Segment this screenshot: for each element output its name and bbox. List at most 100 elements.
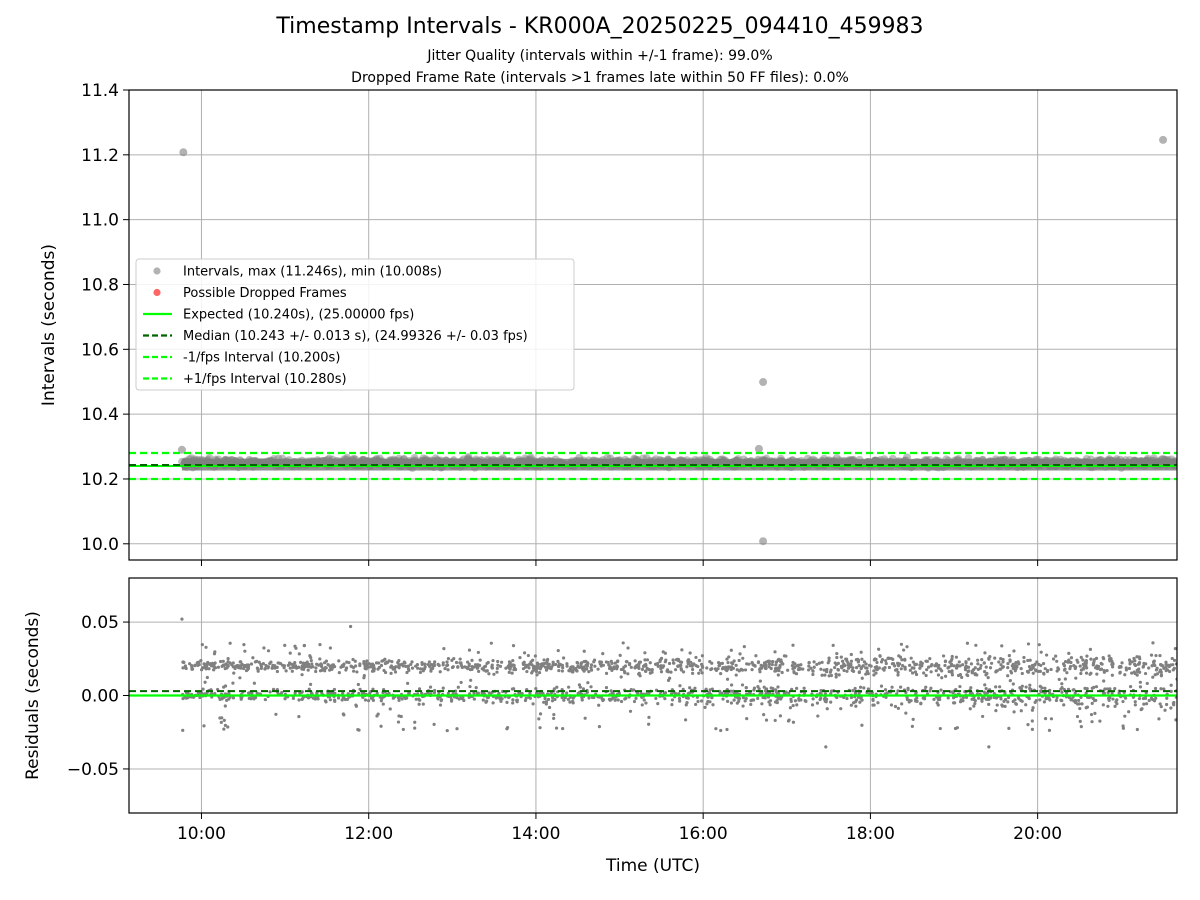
residual-point: [1115, 698, 1119, 702]
residual-point: [216, 665, 221, 669]
residual-point: [998, 685, 1002, 689]
residual-point: [1098, 719, 1102, 723]
residual-point: [546, 697, 551, 701]
residual-point: [973, 672, 978, 676]
residual-point: [565, 664, 569, 668]
residual-point: [844, 657, 848, 661]
interval-point: [650, 456, 659, 465]
residual-point: [642, 698, 646, 702]
residual-point: [1124, 666, 1128, 670]
residual-point: [1078, 664, 1082, 668]
residual-point: [936, 703, 940, 707]
interval-point: [373, 457, 382, 466]
residual-point: [872, 673, 876, 677]
residual-point: [911, 717, 915, 721]
residual-point: [1111, 661, 1115, 665]
residual-point: [506, 664, 511, 668]
x-axis-label: Time (UTC): [605, 856, 700, 876]
residual-point: [1133, 663, 1138, 668]
residual-point: [362, 659, 366, 664]
residual-point: [268, 661, 272, 666]
residual-point: [767, 665, 771, 669]
residual-point: [906, 688, 910, 692]
residual-point: [1133, 703, 1137, 707]
residual-point: [308, 654, 312, 658]
residual-point: [889, 703, 894, 707]
residual-point: [729, 701, 734, 705]
y-axis-label: Residuals (seconds): [23, 611, 43, 780]
residual-point: [1127, 710, 1131, 714]
residual-point: [761, 695, 765, 700]
residual-point: [238, 676, 242, 680]
residual-point: [1002, 699, 1006, 703]
residual-point: [1085, 654, 1089, 658]
residual-point: [355, 670, 359, 674]
residual-point: [521, 667, 526, 671]
residual-point: [947, 665, 951, 669]
residual-point: [203, 680, 207, 684]
residual-point: [619, 667, 624, 672]
residual-point: [417, 687, 422, 691]
residual-point: [427, 660, 431, 664]
residual-point: [242, 643, 246, 647]
residual-point: [1127, 658, 1132, 662]
residual-point: [1140, 707, 1144, 711]
residual-point: [339, 665, 343, 669]
residual-point: [957, 660, 961, 664]
residual-point: [257, 660, 261, 664]
residual-point: [776, 685, 780, 689]
residual-point: [714, 668, 718, 672]
residual-point: [836, 667, 840, 672]
residual-point: [1020, 699, 1024, 703]
residual-point: [1113, 687, 1117, 691]
residuals-panel: −0.05 0.00 0.05 10:00 12:00 14:00 16:00 18:00 20…: [23, 577, 1178, 876]
residual-point: [764, 663, 768, 667]
residual-point: [899, 642, 904, 646]
residual-point: [270, 665, 275, 669]
residual-point: [476, 650, 480, 655]
residual-point: [983, 651, 987, 655]
residual-point: [1062, 664, 1067, 668]
residual-point: [438, 703, 443, 707]
residual-point: [1011, 699, 1015, 704]
residual-point: [1020, 684, 1024, 688]
residual-point: [700, 664, 704, 668]
residual-point: [643, 669, 648, 673]
interval-point: [953, 456, 962, 465]
residual-point: [734, 673, 738, 677]
residual-point: [776, 673, 780, 677]
residual-point: [205, 675, 209, 680]
residual-point: [1090, 701, 1094, 705]
residual-point: [547, 705, 552, 710]
residual-point: [416, 666, 420, 670]
residual-point: [1123, 673, 1127, 677]
residual-point: [556, 659, 560, 663]
residual-point: [762, 685, 766, 689]
residual-point: [955, 726, 959, 730]
residual-point: [544, 668, 549, 672]
residual-point: [1095, 672, 1099, 676]
residual-point: [521, 661, 525, 665]
residual-point: [1152, 659, 1156, 663]
residual-point: [770, 663, 774, 667]
residual-point: [590, 695, 594, 700]
residual-point: [1164, 668, 1168, 673]
residual-point: [686, 691, 690, 696]
residual-point: [1047, 696, 1051, 700]
interval-point: [596, 457, 605, 466]
residual-point: [1020, 671, 1024, 676]
residual-point: [820, 660, 824, 664]
residual-point: [737, 696, 742, 701]
residual-point: [306, 668, 310, 672]
residual-point: [924, 685, 928, 689]
residual-point: [439, 699, 443, 703]
residual-point: [741, 696, 745, 700]
residual-point: [615, 665, 619, 669]
residual-point: [793, 662, 797, 666]
residual-point: [647, 691, 651, 695]
residual-point: [547, 665, 551, 670]
residual-point: [642, 663, 647, 668]
residual-point: [510, 687, 515, 691]
residual-point: [1108, 659, 1112, 663]
residual-point: [477, 669, 481, 673]
